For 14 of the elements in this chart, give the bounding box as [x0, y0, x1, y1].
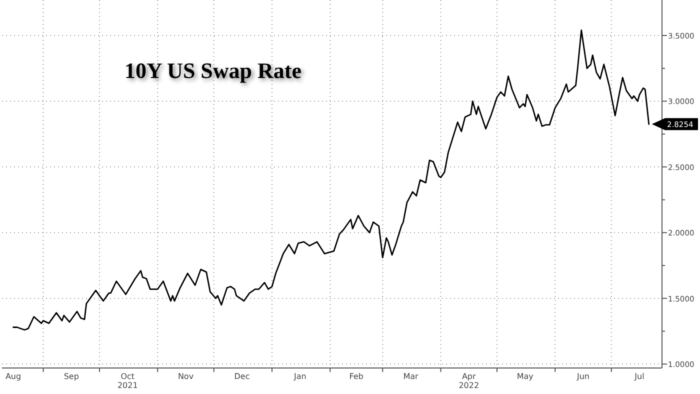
x-tick-label: Feb: [349, 372, 364, 381]
x-tick-label: Jul: [634, 372, 644, 381]
x-tick-label: Jan: [292, 372, 306, 381]
text: 10Y US Swap Rate: [124, 58, 302, 83]
x-tick-label: Dec: [234, 372, 250, 381]
x-tick-label: May: [516, 372, 534, 381]
x-tick-label: Mar: [403, 372, 420, 381]
x-tick-label: Apr 2022: [458, 372, 480, 390]
x-tick-label: Oct 2021: [117, 372, 138, 390]
x-tick-label: Nov: [178, 372, 194, 381]
x-tick-label: Jun: [576, 372, 590, 381]
x-tick-label: Sep: [64, 372, 79, 381]
line-series: [12, 30, 650, 331]
x-tick-label: Aug: [5, 372, 22, 381]
